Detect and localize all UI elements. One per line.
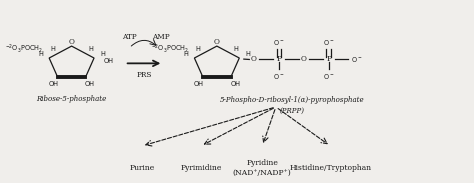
Text: (PRPP): (PRPP) <box>279 107 304 115</box>
Text: OH: OH <box>48 81 58 87</box>
Text: Histidine/Tryptophan: Histidine/Tryptophan <box>289 164 372 172</box>
Text: Ribose-5-phosphate: Ribose-5-phosphate <box>36 95 107 103</box>
Text: H: H <box>100 51 105 57</box>
Text: H: H <box>50 46 55 52</box>
Text: P: P <box>276 55 282 64</box>
Text: $^{-2}$O$_3$POCH$_2$: $^{-2}$O$_3$POCH$_2$ <box>151 43 189 55</box>
Text: PRS: PRS <box>137 71 152 79</box>
Text: H: H <box>88 46 93 52</box>
Text: O: O <box>251 55 257 64</box>
Text: ATP: ATP <box>122 33 137 41</box>
Text: AMP: AMP <box>152 33 170 41</box>
Text: Pyridine
(NAD⁺/NADP⁺): Pyridine (NAD⁺/NADP⁺) <box>233 159 292 177</box>
Text: 5-Phospho-D-ribosyl-1(α)-pyrophosphate: 5-Phospho-D-ribosyl-1(α)-pyrophosphate <box>219 96 364 104</box>
Text: Purine: Purine <box>129 164 155 172</box>
Text: O$^-$: O$^-$ <box>323 38 335 47</box>
Text: OH: OH <box>193 81 203 87</box>
Text: H: H <box>38 51 43 57</box>
Text: $^{-2}$O$_3$POCH$_2$: $^{-2}$O$_3$POCH$_2$ <box>5 43 44 55</box>
Text: O$^-$: O$^-$ <box>273 38 284 47</box>
Text: H: H <box>196 46 201 52</box>
Text: O$^-$: O$^-$ <box>273 72 284 81</box>
Text: H: H <box>183 51 188 57</box>
Text: OH: OH <box>104 58 114 64</box>
Text: O: O <box>69 38 74 46</box>
Text: P: P <box>326 55 331 64</box>
Text: O$^-$: O$^-$ <box>351 55 363 64</box>
Text: Pyrimidine: Pyrimidine <box>180 164 222 172</box>
Text: O: O <box>301 55 307 64</box>
Text: OH: OH <box>85 81 95 87</box>
Text: H: H <box>246 51 251 57</box>
Text: OH: OH <box>230 81 240 87</box>
Text: O$^-$: O$^-$ <box>323 72 335 81</box>
Text: H: H <box>233 46 238 52</box>
Text: O: O <box>214 38 220 46</box>
